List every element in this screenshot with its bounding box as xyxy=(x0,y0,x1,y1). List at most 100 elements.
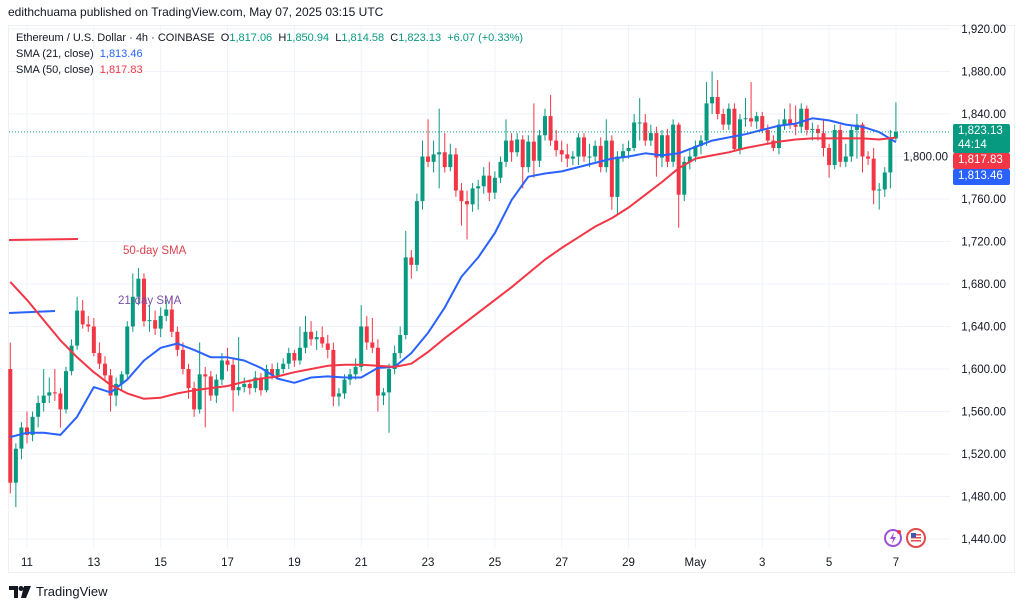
candle-down[interactable] xyxy=(258,373,263,396)
candle-up[interactable] xyxy=(63,366,68,414)
candle-up[interactable] xyxy=(893,102,898,142)
candle-down[interactable] xyxy=(80,299,85,329)
candle-up[interactable] xyxy=(353,358,358,380)
candle-down[interactable] xyxy=(375,339,380,412)
candle-up[interactable] xyxy=(587,143,592,168)
candle-up[interactable] xyxy=(119,371,124,391)
candle-down[interactable] xyxy=(598,137,603,173)
candle-down[interactable] xyxy=(554,129,559,157)
candle-down[interactable] xyxy=(732,103,737,152)
candle-up[interactable] xyxy=(359,305,364,372)
candle-down[interactable] xyxy=(465,190,470,240)
candle-up[interactable] xyxy=(754,111,759,129)
candle-down[interactable] xyxy=(370,318,375,354)
time-axis[interactable]: 11 13 15 17 19 21 23 25 27 29 May 3 5 7 xyxy=(21,557,899,569)
candle-down[interactable] xyxy=(141,273,146,327)
candle-up[interactable] xyxy=(710,71,715,115)
price-axis[interactable]: 1,440.00 1,480.00 1,520.00 1,560.00 1,600.00… xyxy=(903,24,1006,546)
candle-down[interactable] xyxy=(442,133,447,173)
candle-up[interactable] xyxy=(470,183,475,212)
candle-up[interactable] xyxy=(620,143,625,162)
candle-up[interactable] xyxy=(13,443,18,508)
candle-up[interactable] xyxy=(799,103,804,134)
candle-up[interactable] xyxy=(743,98,748,127)
candle-down[interactable] xyxy=(25,411,29,444)
candle-up[interactable] xyxy=(136,268,141,306)
candle-up[interactable] xyxy=(515,133,520,157)
candle-up[interactable] xyxy=(219,353,224,385)
candle-up[interactable] xyxy=(882,167,887,197)
candle-up[interactable] xyxy=(114,377,119,407)
candle-down[interactable] xyxy=(91,318,96,357)
candle-down[interactable] xyxy=(827,143,832,178)
candle-down[interactable] xyxy=(838,124,843,168)
symbol-title[interactable]: Ethereum / U.S. Dollar · 4h · COINBASE xyxy=(16,32,215,44)
candle-down[interactable] xyxy=(715,80,720,120)
candle-down[interactable] xyxy=(487,161,492,202)
candle-down[interactable] xyxy=(186,363,191,399)
candle-up[interactable] xyxy=(281,358,286,374)
candle-down[interactable] xyxy=(58,388,63,428)
lightning-event-icon[interactable] xyxy=(883,528,903,548)
candle-down[interactable] xyxy=(531,103,536,178)
annotation-50-day-sma[interactable]: 50-day SMA xyxy=(123,245,187,257)
candle-up[interactable] xyxy=(604,119,609,173)
candle-up[interactable] xyxy=(437,108,442,189)
candle-up[interactable] xyxy=(69,339,74,376)
candle-up[interactable] xyxy=(632,114,637,152)
tradingview-brand[interactable]: TradingView xyxy=(9,584,108,599)
candle-up[interactable] xyxy=(481,167,486,194)
candle-up[interactable] xyxy=(832,124,837,170)
candle-down[interactable] xyxy=(860,122,865,173)
candle-down[interactable] xyxy=(247,379,252,395)
candle-down[interactable] xyxy=(871,148,876,205)
candle-down[interactable] xyxy=(309,321,314,346)
candle-down[interactable] xyxy=(459,183,464,226)
candle-up[interactable] xyxy=(420,140,425,210)
sma50-annotation-line[interactable] xyxy=(8,238,79,241)
candle-down[interactable] xyxy=(721,108,726,130)
candle-up[interactable] xyxy=(314,330,319,350)
candle-up[interactable] xyxy=(297,326,302,365)
candle-up[interactable] xyxy=(125,321,130,380)
candle-down[interactable] xyxy=(453,148,458,197)
candle-down[interactable] xyxy=(175,326,180,357)
candle-down[interactable] xyxy=(409,250,414,279)
candle-down[interactable] xyxy=(97,342,102,369)
candle-up[interactable] xyxy=(41,369,46,412)
candle-up[interactable] xyxy=(570,151,575,165)
legend-sma21-row[interactable]: SMA (21, close) 1,813.46 xyxy=(16,48,143,60)
candle-up[interactable] xyxy=(576,133,581,165)
candle-down[interactable] xyxy=(203,366,208,428)
candle-up[interactable] xyxy=(30,411,35,442)
candle-up[interactable] xyxy=(75,296,80,350)
candle-up[interactable] xyxy=(387,363,392,433)
candle-up[interactable] xyxy=(236,337,241,396)
candle-up[interactable] xyxy=(476,179,481,210)
candle-up[interactable] xyxy=(19,422,24,460)
candle-up[interactable] xyxy=(543,108,548,141)
candle-up[interactable] xyxy=(392,345,397,375)
candle-up[interactable] xyxy=(492,171,497,199)
candle-down[interactable] xyxy=(866,151,871,165)
candle-up[interactable] xyxy=(381,388,386,406)
candle-down[interactable] xyxy=(665,128,670,168)
candle-up[interactable] xyxy=(726,103,731,130)
candle-up[interactable] xyxy=(253,371,258,393)
candle-up[interactable] xyxy=(197,342,202,414)
candle-up[interactable] xyxy=(448,143,453,172)
candle-up[interactable] xyxy=(303,315,308,354)
sma21-line[interactable] xyxy=(10,117,897,438)
candle-down[interactable] xyxy=(426,119,431,168)
candle-up[interactable] xyxy=(47,377,52,404)
candle-up[interactable] xyxy=(504,119,509,168)
candle-up[interactable] xyxy=(782,108,787,130)
candle-up[interactable] xyxy=(398,326,403,359)
candle-down[interactable] xyxy=(654,126,659,177)
candle-down[interactable] xyxy=(643,114,648,146)
candle-up[interactable] xyxy=(854,114,859,159)
candle-down[interactable] xyxy=(153,310,158,335)
candle-up[interactable] xyxy=(164,299,169,322)
candle-up[interactable] xyxy=(286,347,291,369)
candle-up[interactable] xyxy=(36,395,41,428)
